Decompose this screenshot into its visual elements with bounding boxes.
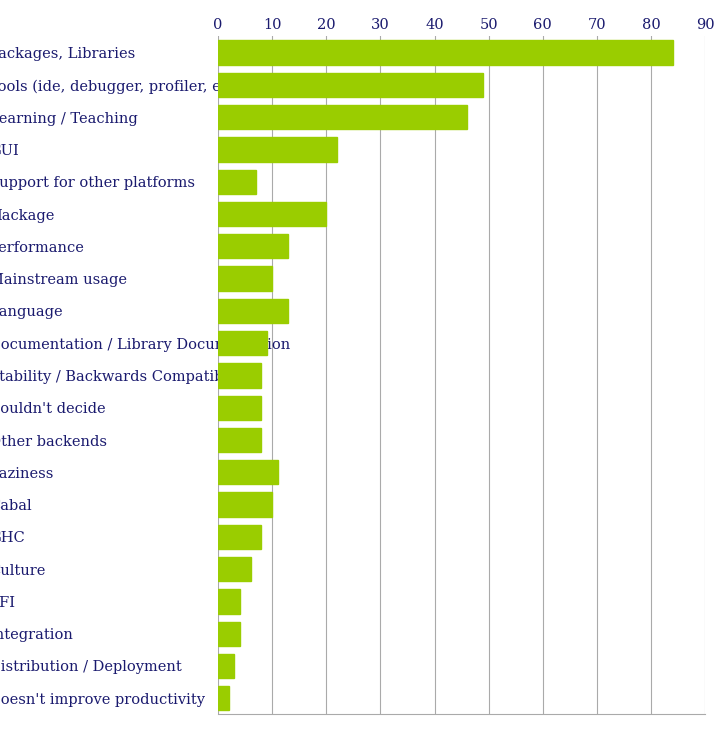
Bar	[218, 299, 289, 323]
Bar	[218, 41, 672, 65]
Bar	[218, 202, 326, 226]
Bar	[218, 170, 256, 194]
Bar	[218, 428, 262, 452]
Bar	[218, 267, 272, 291]
Bar	[218, 331, 267, 355]
Bar	[218, 493, 272, 517]
Bar	[218, 105, 467, 129]
Bar	[218, 234, 289, 258]
Bar	[218, 396, 262, 420]
Bar	[218, 363, 262, 388]
Bar	[218, 622, 240, 646]
Bar	[218, 137, 337, 162]
Bar	[218, 654, 234, 678]
Bar	[218, 686, 229, 710]
Bar	[218, 73, 483, 97]
Bar	[218, 589, 240, 614]
Bar	[218, 557, 251, 581]
Bar	[218, 525, 262, 549]
Bar	[218, 460, 278, 484]
